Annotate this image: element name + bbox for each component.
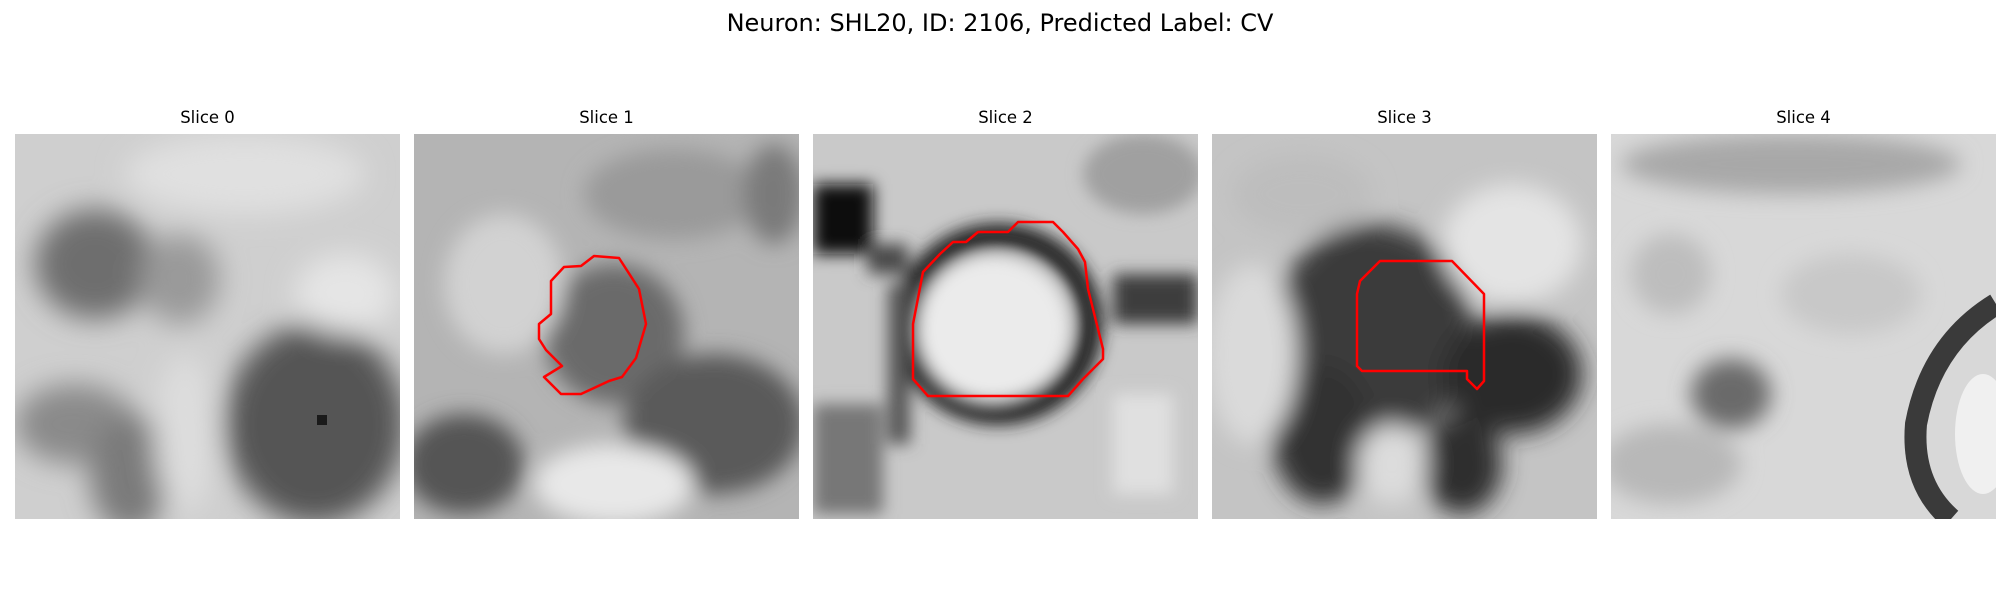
slice-image-2 (813, 134, 1198, 519)
slice-image-0 (15, 134, 400, 519)
slice-title-4: Slice 4 (1776, 108, 1831, 127)
slice-image-4 (1611, 134, 1996, 519)
slice-title-2: Slice 2 (978, 108, 1033, 127)
slice-panel-4: Slice 4 (1611, 108, 1996, 519)
slice-image-3 (1212, 134, 1597, 519)
slice-title-0: Slice 0 (180, 108, 235, 127)
slice-title-3: Slice 3 (1377, 108, 1432, 127)
slice-image-1 (414, 134, 799, 519)
roi-contour-2 (911, 220, 1105, 398)
slice-panel-0: Slice 0 (15, 108, 400, 519)
roi-contour-1 (537, 254, 648, 396)
slice-panel-1: Slice 1 (414, 108, 799, 519)
slice-panel-3: Slice 3 (1212, 108, 1597, 519)
membrane-arc-4 (1904, 294, 1996, 519)
slice-title-1: Slice 1 (579, 108, 634, 127)
roi-contour-3 (1355, 259, 1486, 391)
slice-panel-2: Slice 2 (813, 108, 1198, 519)
figure-title: Neuron: SHL20, ID: 2106, Predicted Label… (726, 9, 1274, 37)
